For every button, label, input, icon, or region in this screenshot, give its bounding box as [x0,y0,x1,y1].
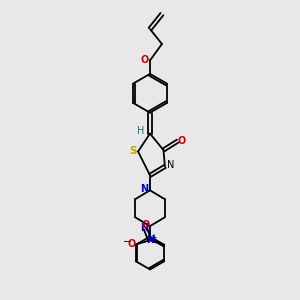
Text: −: − [123,237,131,248]
Text: N: N [140,223,148,232]
Text: H: H [137,126,144,136]
Text: O: O [141,220,149,230]
Text: N: N [140,184,148,194]
Text: S: S [129,146,136,157]
Text: O: O [128,239,136,249]
Text: +: + [150,233,156,242]
Text: O: O [177,136,185,146]
Text: O: O [140,56,149,65]
Text: N: N [146,235,154,245]
Text: N: N [167,160,174,170]
